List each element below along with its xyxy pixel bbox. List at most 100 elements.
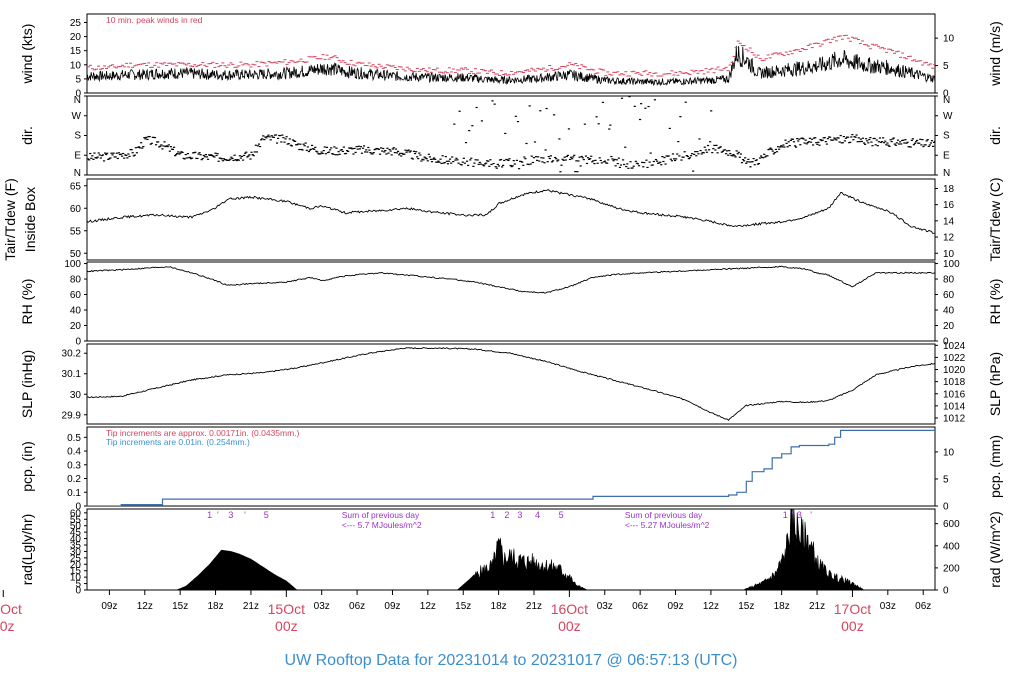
panel-frame: [86, 95, 936, 176]
y-tick-label-right: 1020: [943, 365, 966, 376]
solar-hour-marker: ': [244, 510, 246, 520]
y-tick-label-right: 10: [943, 249, 955, 260]
y-tick-label-right: 16: [943, 200, 955, 211]
y-tick-label-right: 14: [943, 216, 955, 227]
solar-hour-marker: 1: [490, 510, 495, 520]
y-axis-label-left: RH (%): [19, 279, 35, 325]
y-tick-label-right: 1018: [943, 377, 966, 388]
solar-hour-marker: 4: [535, 510, 540, 520]
precipitation-line: [87, 429, 935, 506]
y-tick-label-left: 60: [70, 508, 82, 519]
panel-6: pcp. (in) pcp. (mm) 0 0.1 0.2 0.3 0.4 0.5 0 5 10 Ti…: [19, 426, 1003, 513]
y-axis-label-left: SLP (inHg): [19, 350, 35, 418]
daily-sum-label: Sum of previous day: [342, 510, 420, 520]
y-tick-label-left: 0.1: [67, 488, 81, 499]
y-tick-label-right: 600: [943, 519, 960, 530]
y-tick-label-right: 18: [943, 184, 955, 195]
y-tick-label-left: 65: [70, 181, 82, 192]
y-tick-label-left: 30.2: [62, 349, 82, 360]
solar-hour-marker: 3: [517, 510, 522, 520]
solar-hour-marker: 2: [504, 510, 509, 520]
panel-frame: [86, 343, 936, 425]
panel-plot: [87, 265, 935, 294]
x-tick-label: 18z: [774, 601, 790, 612]
y-axis-label-right: pcp. (mm): [987, 435, 1003, 498]
panel-plot: [87, 96, 935, 173]
daily-sum-value: <--- 5.7 MJoules/m^2: [342, 520, 422, 530]
panel-frame: [86, 261, 936, 342]
day-label-time: 00z: [275, 618, 298, 634]
y-tick-label-left: 15: [70, 46, 82, 57]
y-tick-label-left: 50: [70, 249, 82, 260]
day-label-time: 00z: [558, 618, 581, 634]
y-tick-label-left: 30: [70, 390, 82, 401]
y-axis-label-right: wind (m/s): [987, 21, 1003, 87]
y-tick-label-left: 15: [70, 566, 82, 577]
x-tick-label: 03z: [314, 601, 330, 612]
tip-increment-note-1: Tip increments are approx. 0.00171in. (0…: [106, 428, 300, 438]
y-tick-label-left: 20: [70, 321, 82, 332]
y-tick-label-left: E: [74, 150, 81, 161]
solar-hour-marker: 1: [783, 510, 788, 520]
y-tick-label-left: 0: [75, 502, 81, 513]
radiation-area: [176, 509, 865, 590]
panel-frame: [86, 13, 936, 94]
x-tick-label: 06z: [349, 601, 365, 612]
y-tick-label-left: 0.5: [67, 433, 81, 444]
y-tick-label-right: 100: [943, 259, 960, 270]
y-tick-label-left: 25: [70, 553, 82, 564]
y-axis-label-right: rad (W/m^2): [987, 511, 1003, 588]
x-tick-label: 06z: [915, 601, 931, 612]
panel-plot: [87, 34, 935, 87]
y-tick-label-left: 0.3: [67, 460, 81, 471]
y-tick-label-right: 1022: [943, 353, 966, 364]
panel-plot: [87, 347, 935, 421]
y-tick-label-left: 0: [75, 586, 81, 597]
panel-plot: [87, 189, 935, 234]
y-tick-label-right: 10: [943, 34, 955, 45]
y-axis-label-left: rad(Lgly/hr): [19, 514, 35, 586]
y-axis-label-left: dir.: [19, 126, 35, 145]
y-tick-label-left: 60: [70, 204, 82, 215]
day-label-time: 00z: [841, 618, 864, 634]
day-label-date: 16Oct: [551, 601, 588, 617]
y-tick-label-left: 0.4: [67, 447, 81, 458]
panel-3: Tair/Tdew (F) Inside Box Tair/Tdew (C) 50 55…: [2, 177, 1003, 261]
series-line: [87, 189, 935, 234]
peak-wind-note: 10 min. peak winds in red: [106, 15, 203, 25]
y-axis-label-left: Inside Box: [22, 187, 38, 252]
y-tick-label-left: S: [74, 131, 81, 142]
y-tick-label-right: N: [943, 95, 950, 106]
x-tick-label: 21z: [526, 601, 542, 612]
solar-hour-marker: ': [791, 510, 793, 520]
y-tick-label-right: 1016: [943, 389, 966, 400]
series-line: [87, 347, 935, 421]
x-tick-label: 18z: [207, 601, 223, 612]
y-axis-label-left: pcp. (in): [19, 441, 35, 492]
y-axis-label-left: wind (kts): [19, 24, 35, 85]
x-tick-label: 03z: [880, 601, 896, 612]
panel-4: RH (%) RH (%) 0 20 40 60 80 100 0 20 40 60 80 100: [19, 259, 1003, 347]
y-tick-label-left: 20: [70, 560, 82, 571]
y-tick-label-right: 80: [943, 275, 955, 286]
solar-hour-marker: 1: [207, 510, 212, 520]
x-tick-label: 21z: [809, 601, 825, 612]
panel-1: wind (kts) wind (m/s) 0 5 10 15 20 25 0 5 10 10 min…: [19, 13, 1003, 100]
y-tick-label-left: 100: [64, 259, 81, 270]
y-tick-label-left: 0.2: [67, 474, 81, 485]
y-tick-label-left: 20: [70, 32, 82, 43]
panel-5: SLP (inHg) SLP (hPa)29.93030.130.21012101…: [19, 341, 1003, 425]
x-tick-label: 09z: [384, 601, 400, 612]
y-tick-label-left: 55: [70, 226, 82, 237]
y-tick-label-left: 30.1: [62, 369, 82, 380]
y-tick-label-left: W: [72, 111, 82, 122]
y-tick-label-left: 30: [70, 547, 82, 558]
y-tick-label-left: 10: [70, 573, 82, 584]
panel-plot: [176, 509, 865, 590]
panel-frame: [86, 178, 936, 261]
x-tick-label: 21z: [243, 601, 259, 612]
x-tick-label: 06z: [632, 601, 648, 612]
y-tick-label-right: N: [943, 168, 950, 179]
y-tick-label-left: N: [74, 168, 81, 179]
